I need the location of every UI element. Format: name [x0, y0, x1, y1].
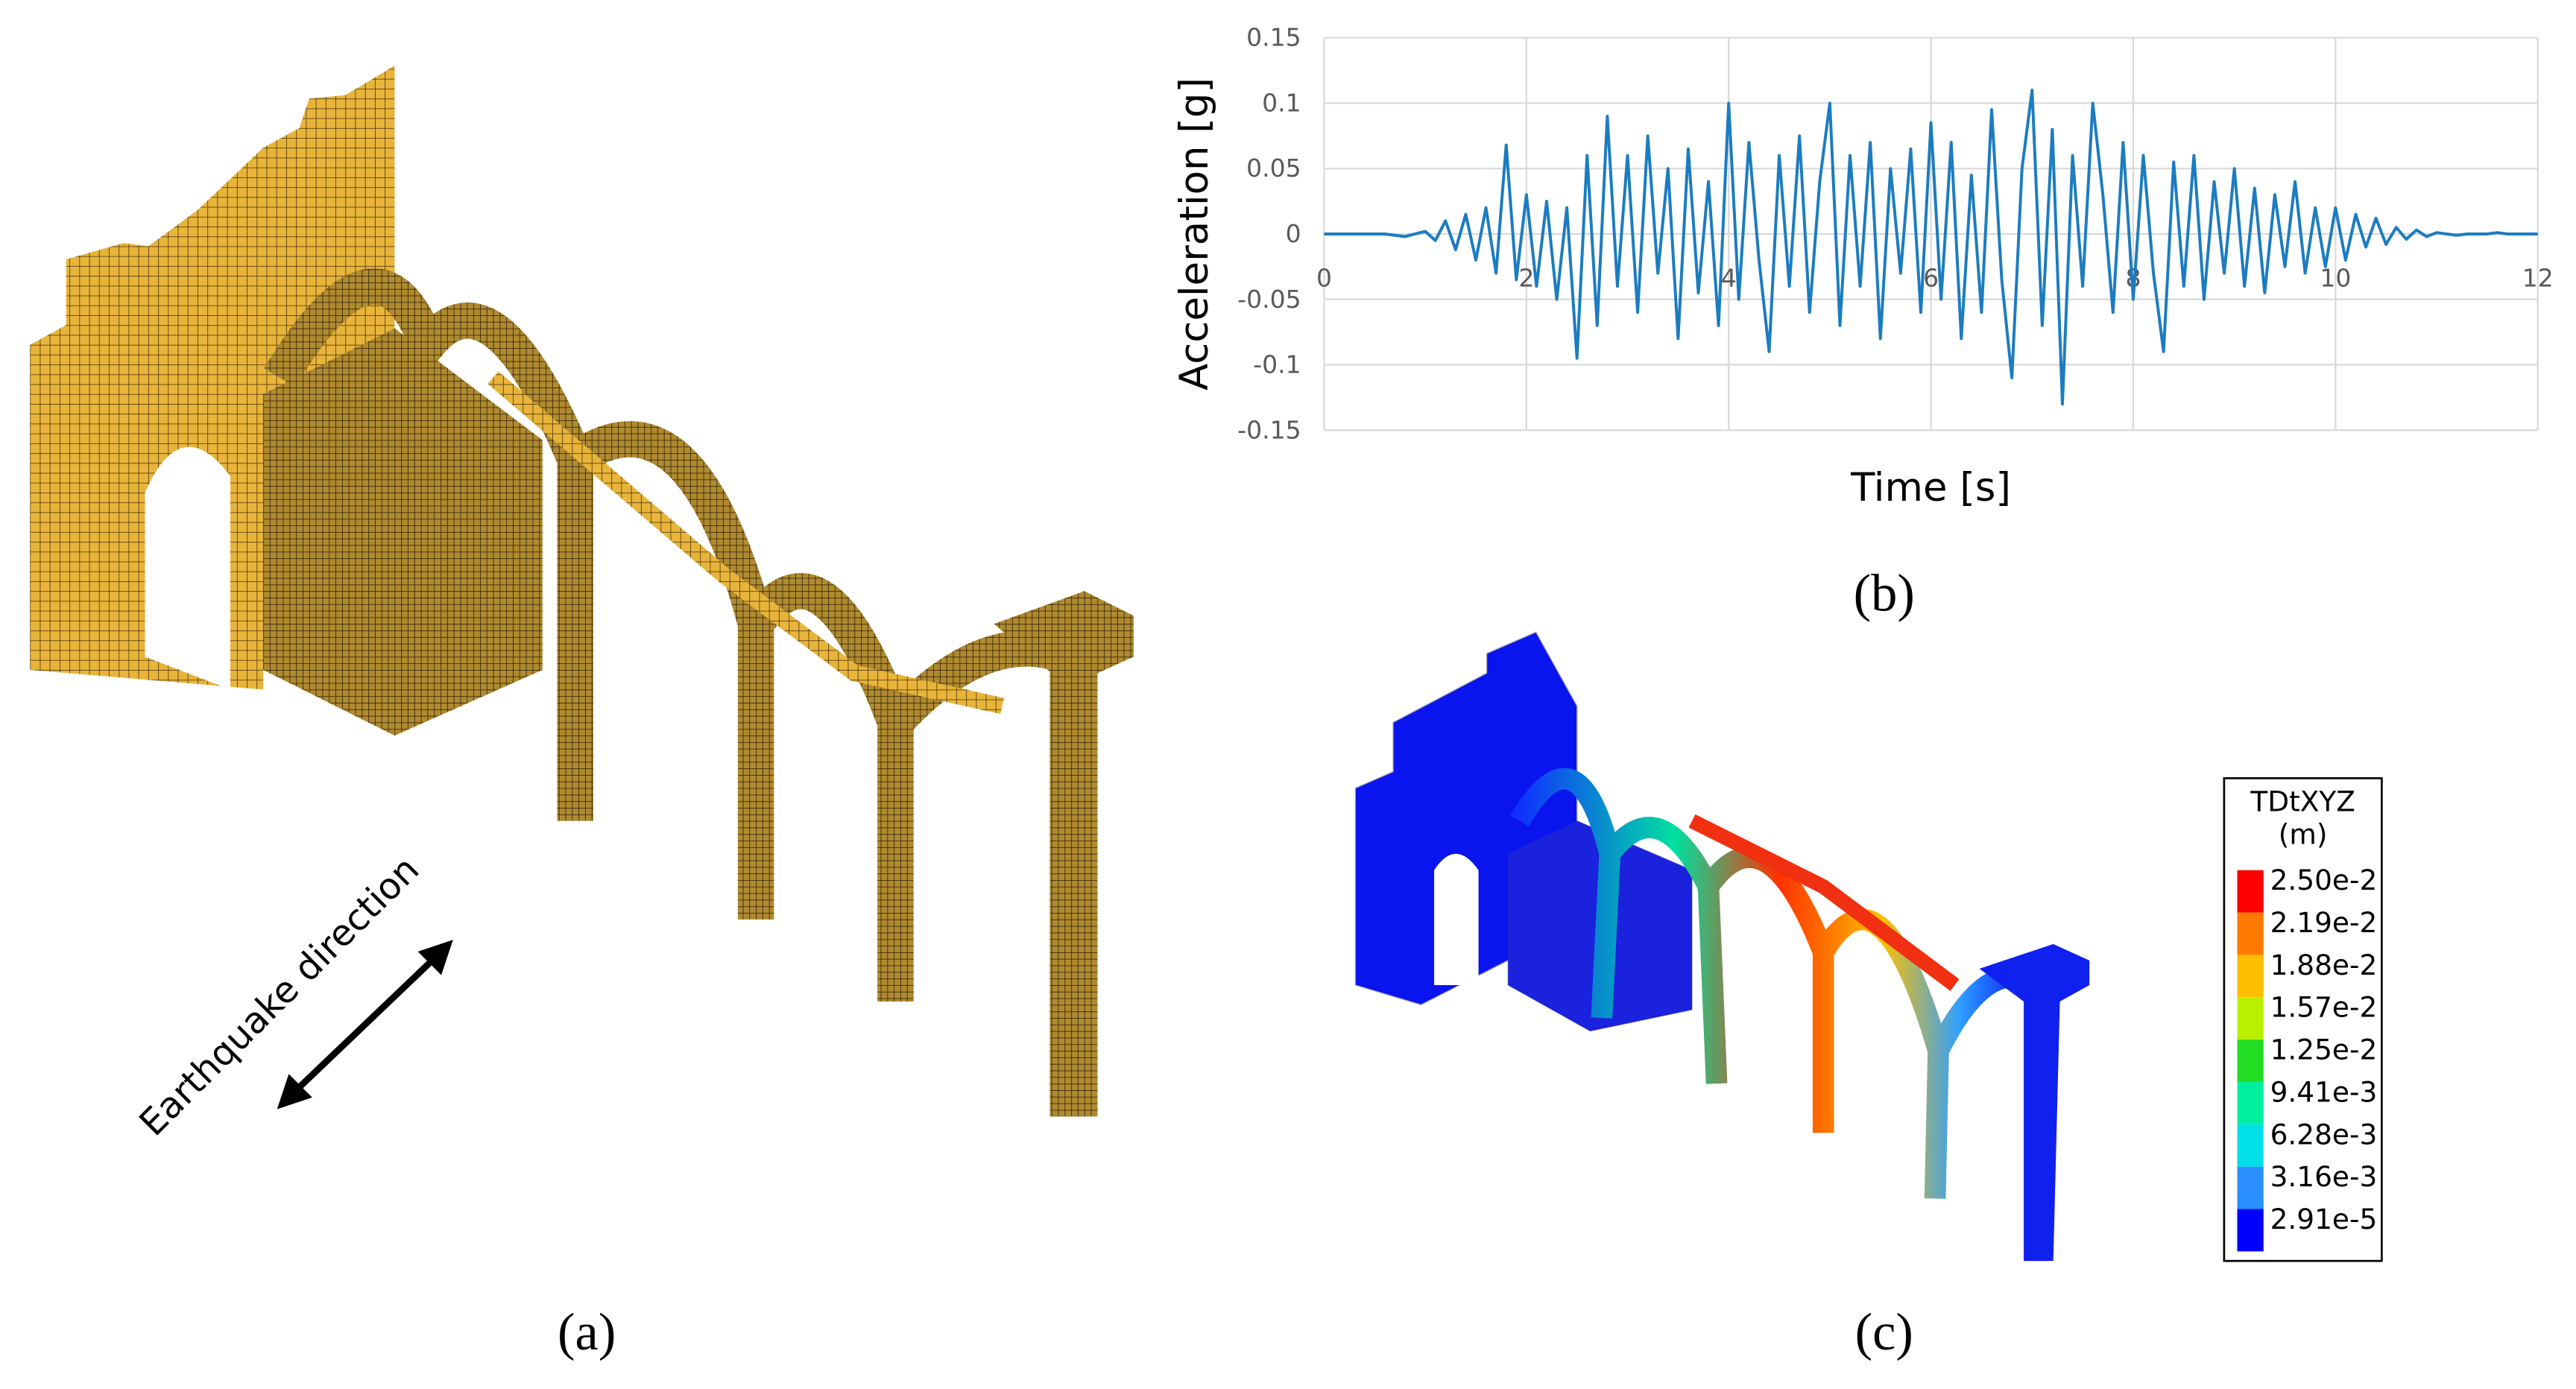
legend-swatch	[2237, 1166, 2264, 1209]
legend-label: 1.88e-2	[2270, 949, 2378, 981]
fe-result-model	[1354, 631, 2090, 1262]
legend-swatch	[2237, 997, 2264, 1040]
legend-label: 3.16e-3	[2270, 1160, 2378, 1193]
colorbar-legend: TDtXYZ(m) 2.50e-2 2.19e-2 1.88e-2 1.57e-2 1.2…	[2223, 777, 2383, 1262]
data-line	[1324, 88, 2538, 406]
x-tick-label: 10	[2320, 263, 2351, 292]
panel-label: (b)	[1854, 565, 1915, 623]
chart: 0.150.10.050-0.05-0.1-0.150 2 4 6 8 10 12Time …	[1172, 23, 2554, 623]
legend-swatch	[2237, 1040, 2264, 1082]
panel-label: (c)	[1855, 1303, 1913, 1361]
legend-swatch	[2237, 912, 2264, 955]
legend-title: TDtXYZ	[2250, 785, 2355, 817]
y-axis-title: Acceleration [g]	[1172, 77, 1217, 390]
legend-label: 2.19e-2	[2270, 906, 2378, 939]
legend-label: 2.50e-2	[2270, 864, 2378, 896]
y-tick-label: -0.1	[1253, 350, 1301, 379]
x-axis-title: Time [s]	[1850, 465, 2011, 510]
panel-label: (a)	[558, 1303, 616, 1361]
y-tick-label: 0.1	[1262, 88, 1301, 117]
legend-swatch	[2237, 1209, 2264, 1252]
y-tick-label: -0.05	[1237, 285, 1301, 314]
legend-label: 6.28e-3	[2270, 1118, 2378, 1151]
x-tick-label: 6	[1923, 263, 1939, 292]
y-tick-label: 0.05	[1246, 154, 1301, 183]
legend-swatch	[2237, 1124, 2264, 1167]
legend-label: 1.25e-2	[2270, 1034, 2378, 1066]
legend-swatch	[2237, 870, 2264, 913]
mesh-model	[30, 66, 1134, 1117]
x-tick-label: 12	[2522, 263, 2554, 292]
legend-label: 2.91e-5	[2270, 1203, 2378, 1235]
legend-swatch	[2237, 955, 2264, 998]
x-tick-label: 2	[1518, 263, 1534, 292]
annotation: Earthquake direction	[131, 849, 427, 1145]
y-tick-label: -0.15	[1237, 415, 1301, 444]
legend-unit: (m)	[2279, 818, 2328, 851]
legend-label: 9.41e-3	[2270, 1075, 2378, 1108]
y-tick-label: 0.15	[1246, 23, 1301, 52]
legend-label: 1.57e-2	[2270, 991, 2378, 1024]
y-tick-label: 0	[1286, 219, 1301, 248]
x-tick-label: 4	[1721, 263, 1737, 292]
x-tick-label: 0	[1316, 263, 1332, 292]
legend-swatch	[2237, 1081, 2264, 1124]
earthquake-arrow	[277, 940, 453, 1110]
